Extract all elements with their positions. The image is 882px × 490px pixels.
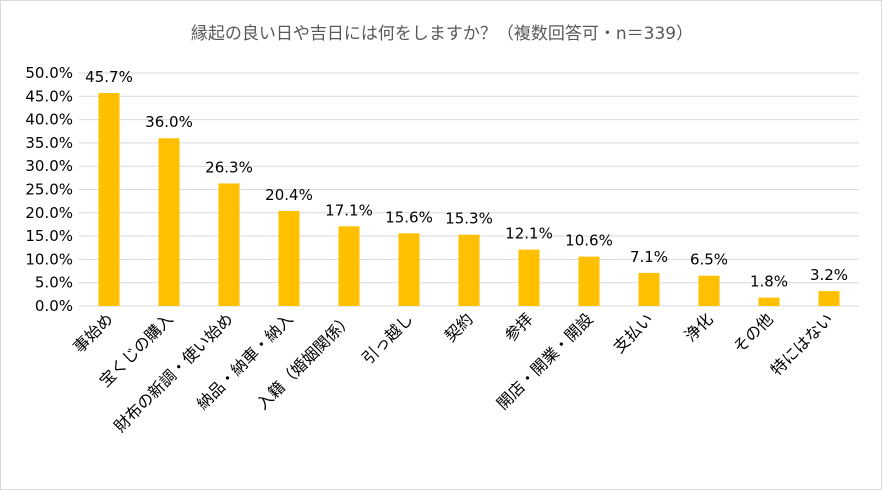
data-label: 15.3% bbox=[445, 210, 493, 228]
bar bbox=[98, 93, 120, 307]
y-axis-tick-labels: 0.0% 5.0% 10.0% 15.0% 20.0% 25.0% 30.0% 35.0% 40… bbox=[25, 64, 73, 315]
category-label: 引っ越し bbox=[358, 309, 417, 368]
category-label: 契約 bbox=[441, 309, 477, 345]
data-label: 17.1% bbox=[325, 201, 373, 219]
category-label: その他 bbox=[729, 309, 776, 356]
bar bbox=[518, 249, 540, 306]
bars bbox=[98, 93, 840, 307]
bar bbox=[638, 272, 660, 306]
chart-title: 縁起の良い日や吉日には何をしますか？（複数回答可・n＝339） bbox=[191, 24, 693, 44]
y-tick-label: 25.0% bbox=[25, 181, 73, 199]
y-tick-label: 45.0% bbox=[25, 87, 73, 105]
bar bbox=[458, 234, 480, 306]
category-label: 浄化 bbox=[681, 309, 717, 345]
y-tick-label: 5.0% bbox=[35, 274, 73, 292]
y-tick-label: 15.0% bbox=[25, 227, 73, 245]
bar bbox=[338, 226, 360, 306]
data-label: 20.4% bbox=[265, 186, 313, 204]
data-label: 45.7% bbox=[85, 68, 133, 86]
y-tick-label: 50.0% bbox=[25, 64, 73, 82]
category-label: 参拝 bbox=[501, 309, 537, 345]
y-tick-label: 35.0% bbox=[25, 134, 73, 152]
bar bbox=[398, 233, 420, 306]
bar bbox=[758, 297, 780, 306]
gridlines bbox=[79, 72, 859, 307]
y-tick-label: 10.0% bbox=[25, 250, 73, 268]
category-label: 財布の新調・使い始め bbox=[110, 309, 237, 436]
y-tick-label: 40.0% bbox=[25, 111, 73, 129]
data-label: 1.8% bbox=[750, 273, 788, 291]
data-label: 15.6% bbox=[385, 208, 433, 226]
data-labels: 45.7% 36.0% 26.3% 20.4% 17.1% 15.6% 15.3% 12.1%… bbox=[85, 68, 848, 291]
bar bbox=[818, 291, 840, 306]
category-labels: 事始め宝くじの購入財布の新調・使い始め納品・納車・納入入籍（婚姻関係） 引っ越し契… bbox=[69, 309, 836, 436]
bar bbox=[218, 183, 240, 306]
y-tick-label: 0.0% bbox=[35, 297, 73, 315]
data-label: 7.1% bbox=[630, 248, 668, 266]
y-tick-label: 30.0% bbox=[25, 157, 73, 175]
data-label: 3.2% bbox=[810, 266, 848, 284]
data-label: 36.0% bbox=[145, 113, 193, 131]
category-label: 特にはない bbox=[767, 309, 837, 379]
bar bbox=[578, 256, 600, 306]
category-label: 支払い bbox=[609, 309, 656, 356]
data-label: 6.5% bbox=[690, 251, 728, 269]
y-tick-label: 20.0% bbox=[25, 204, 73, 222]
data-label: 10.6% bbox=[565, 232, 613, 250]
data-label: 26.3% bbox=[205, 158, 253, 176]
category-label: 事始め bbox=[69, 309, 116, 356]
data-label: 12.1% bbox=[505, 225, 553, 243]
bar bbox=[278, 210, 300, 306]
bar bbox=[158, 138, 180, 306]
bar bbox=[698, 275, 720, 306]
